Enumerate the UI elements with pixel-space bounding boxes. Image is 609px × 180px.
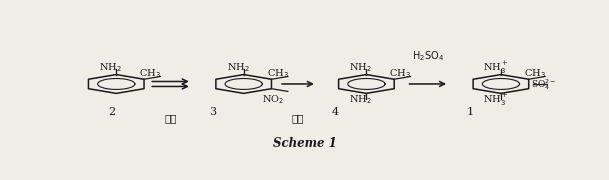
Text: CH$_3$: CH$_3$ <box>139 68 161 80</box>
Text: CH$_3$: CH$_3$ <box>267 68 289 80</box>
Text: 3: 3 <box>209 107 217 117</box>
Text: NH$_3^+$: NH$_3^+$ <box>482 60 508 76</box>
Text: 1: 1 <box>466 107 474 117</box>
Text: 4: 4 <box>332 107 339 117</box>
Text: SO$_4^{2-}$: SO$_4^{2-}$ <box>530 77 556 92</box>
Text: NH$_2$: NH$_2$ <box>227 62 249 75</box>
Text: NH$_3^+$: NH$_3^+$ <box>482 92 508 108</box>
Text: H$_2$SO$_4$: H$_2$SO$_4$ <box>412 49 444 63</box>
Text: NO$_2$: NO$_2$ <box>262 93 284 106</box>
Text: CH$_3$: CH$_3$ <box>524 68 546 80</box>
Text: Scheme 1: Scheme 1 <box>273 137 337 150</box>
Text: NH$_2$: NH$_2$ <box>350 62 372 75</box>
Text: CH$_3$: CH$_3$ <box>389 68 411 80</box>
Text: 2: 2 <box>108 107 115 117</box>
Text: 还原: 还原 <box>292 114 304 124</box>
Text: NH$_2$: NH$_2$ <box>350 93 372 106</box>
Text: 硝化: 硝化 <box>164 114 177 124</box>
Text: NH$_2$: NH$_2$ <box>99 62 122 75</box>
